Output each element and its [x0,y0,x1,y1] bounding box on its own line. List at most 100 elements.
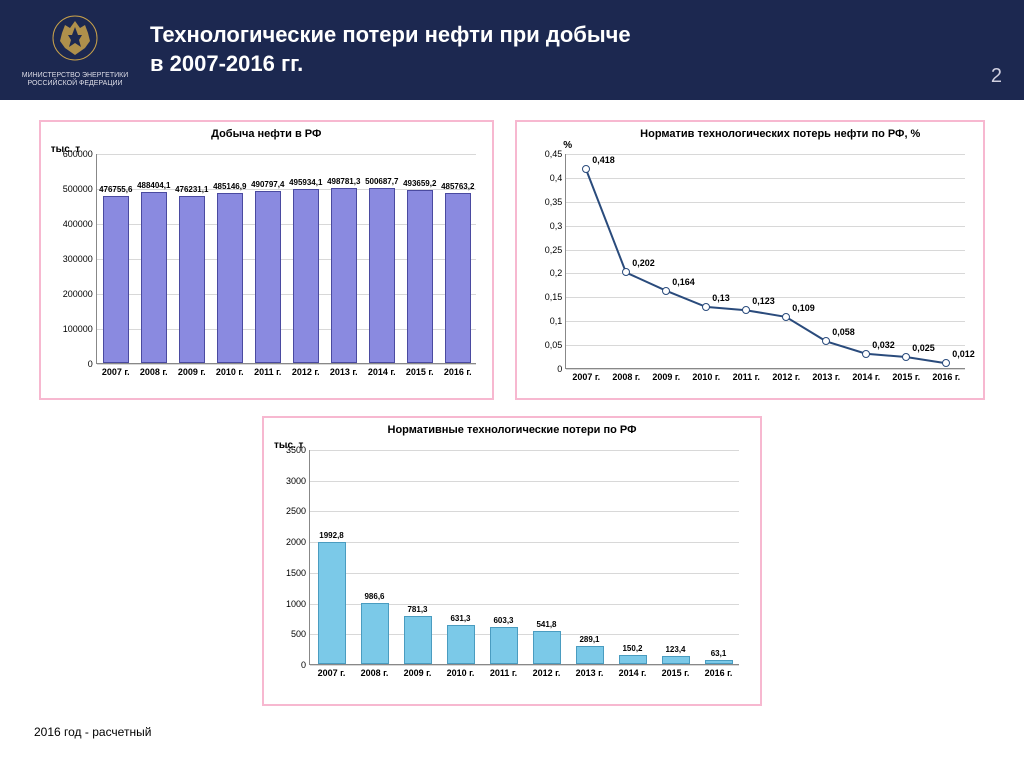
chart-loss-norm-abs: Нормативные технологические потери по РФ… [262,416,762,706]
x-tick: 2015 г. [662,664,690,678]
bar [293,189,319,363]
bar [361,603,389,664]
ministry-name-2: РОССИЙСКОЙ ФЕДЕРАЦИИ [20,80,130,88]
x-tick: 2015 г. [406,363,434,377]
point-label: 0,109 [792,303,815,313]
y-tick: 0,3 [550,221,567,231]
bar-value-label: 498781,3 [327,177,360,186]
x-tick: 2016 г. [705,664,733,678]
x-tick: 2013 г. [812,368,840,382]
point-label: 0,202 [632,258,655,268]
x-tick: 2011 г. [490,664,517,678]
grid-line [310,450,739,451]
x-tick: 2011 г. [733,368,760,382]
bar-value-label: 541,8 [536,620,556,629]
bar-value-label: 485763,2 [441,182,474,191]
x-tick: 2013 г. [576,664,604,678]
y-tick: 1000 [286,599,310,609]
y-tick: 500000 [63,184,97,194]
chart-oil-production: Добыча нефти в РФтыс. т01000002000003000… [39,120,494,400]
plot-area: 0100000200000300000400000500000600000476… [96,154,476,364]
y-tick: 500 [291,629,310,639]
bar [255,191,281,363]
x-tick: 2010 г. [447,664,475,678]
bar-value-label: 493659,2 [403,179,436,188]
y-tick: 3000 [286,476,310,486]
x-tick: 2012 г. [292,363,320,377]
data-point [902,353,910,361]
y-tick: 100000 [63,324,97,334]
bar-value-label: 150,2 [622,644,642,653]
point-label: 0,164 [672,277,695,287]
bar-value-label: 123,4 [665,645,685,654]
y-tick: 2500 [286,506,310,516]
x-tick: 2011 г. [254,363,281,377]
y-tick: 0 [301,660,310,670]
data-point [582,165,590,173]
y-tick: 300000 [63,254,97,264]
bar-value-label: 495934,1 [289,178,322,187]
bar [141,192,167,363]
point-label: 0,123 [752,296,775,306]
chart-title: Нормативные технологические потери по РФ [270,424,754,436]
bar [369,188,395,363]
grid-line [310,481,739,482]
bar [318,542,346,664]
x-tick: 2009 г. [178,363,206,377]
x-tick: 2009 г. [404,664,432,678]
y-tick: 0 [88,359,97,369]
x-tick: 2014 г. [619,664,647,678]
grid-line [310,511,739,512]
y-tick: 200000 [63,289,97,299]
bar-value-label: 986,6 [364,592,384,601]
emblem-icon [50,13,100,63]
bar [447,625,475,664]
x-tick: 2008 г. [612,368,640,382]
bar-value-label: 603,3 [493,616,513,625]
bar-value-label: 63,1 [711,649,727,658]
ministry-logo-block: МИНИСТЕРСТВО ЭНЕРГЕТИКИ РОССИЙСКОЙ ФЕДЕР… [20,13,130,87]
data-point [942,359,950,367]
x-tick: 2012 г. [533,664,561,678]
grid-line [310,542,739,543]
data-point [782,313,790,321]
x-tick: 2008 г. [361,664,389,678]
x-tick: 2010 г. [692,368,720,382]
y-tick: 0,35 [545,197,567,207]
data-point [702,303,710,311]
bar-value-label: 476231,1 [175,185,208,194]
x-tick: 2014 г. [368,363,396,377]
plot-area: 05001000150020002500300035001992,82007 г… [309,450,739,665]
x-tick: 2009 г. [652,368,680,382]
top-charts-row: Добыча нефти в РФтыс. т01000002000003000… [0,100,1024,408]
bar-value-label: 1992,8 [319,531,343,540]
bar [179,196,205,363]
bar-value-label: 781,3 [407,605,427,614]
y-tick: 0,2 [550,268,567,278]
x-tick: 2007 г. [102,363,130,377]
y-tick: 1500 [286,568,310,578]
point-label: 0,418 [592,155,615,165]
point-label: 0,058 [832,327,855,337]
data-point [862,350,870,358]
data-point [622,268,630,276]
bar [533,631,561,664]
point-label: 0,025 [912,343,935,353]
y-tick: 2000 [286,537,310,547]
bar-value-label: 488404,1 [137,181,170,190]
ministry-name-1: МИНИСТЕРСТВО ЭНЕРГЕТИКИ [20,72,130,80]
data-point [742,306,750,314]
x-tick: 2012 г. [772,368,800,382]
bar-value-label: 631,3 [450,614,470,623]
bar [576,646,604,664]
x-tick: 2016 г. [444,363,472,377]
bar [490,627,518,664]
y-tick: 400000 [63,219,97,229]
bar [217,193,243,363]
point-label: 0,032 [872,340,895,350]
bar-value-label: 500687,7 [365,177,398,186]
y-tick: 0 [557,364,566,374]
page-number: 2 [991,65,1002,88]
bar-value-label: 485146,9 [213,182,246,191]
y-tick: 600000 [63,149,97,159]
